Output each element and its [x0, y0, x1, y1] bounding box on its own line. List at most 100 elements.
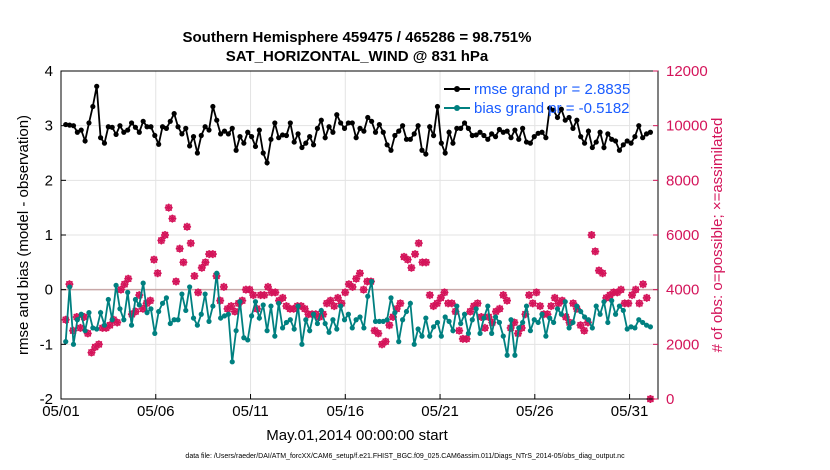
obs-assimilated-marker — [94, 340, 103, 349]
rmse-point — [148, 124, 154, 130]
bias-point — [365, 293, 371, 299]
rmse-point — [318, 117, 324, 123]
rmse-point — [345, 120, 351, 126]
bias-point — [469, 317, 475, 323]
obs-assimilated-marker — [510, 318, 519, 327]
obs-assimilated-marker — [127, 310, 136, 319]
obs-assimilated-marker — [411, 250, 420, 259]
bias-point — [117, 306, 123, 312]
bias-point — [171, 317, 177, 323]
obs-assimilated-marker — [488, 318, 497, 327]
bias-point — [551, 319, 557, 326]
bias-point — [326, 329, 332, 335]
rmse-point — [210, 103, 216, 110]
obs-assimilated-marker — [580, 326, 589, 335]
rmse-series-markers — [63, 83, 654, 166]
bias-point — [376, 318, 382, 324]
rmse-point — [597, 129, 603, 135]
x-tick-label: 05/26 — [516, 403, 554, 420]
obs-assimilated-marker — [164, 203, 173, 212]
rmse-point — [547, 105, 553, 111]
obs-assimilated-marker — [289, 304, 298, 313]
rmse-point — [279, 132, 286, 138]
bias-point — [485, 303, 491, 309]
bias-point — [113, 282, 119, 288]
bias-point — [492, 314, 499, 320]
bias-series-markers — [63, 270, 654, 365]
obs-assimilated-marker — [227, 302, 236, 311]
obs-assimilated-marker — [197, 263, 206, 272]
bias-point — [225, 311, 231, 317]
bias-point — [601, 299, 607, 305]
bias-point — [345, 311, 351, 317]
bias-point — [516, 325, 522, 331]
bias-point — [477, 330, 483, 336]
rmse-point — [101, 140, 108, 146]
rmse-point — [187, 143, 193, 149]
obs-assimilated-marker — [208, 250, 217, 259]
bias-point — [109, 317, 115, 323]
bias-point — [473, 306, 479, 312]
rmse-point — [605, 131, 611, 137]
bias-point — [647, 324, 654, 330]
bias-point — [97, 310, 104, 316]
rmse-point — [415, 123, 421, 129]
rmse-point — [477, 129, 483, 135]
legend-bias-marker — [454, 105, 460, 111]
rmse-point — [496, 126, 503, 133]
obs-assimilated-marker — [322, 299, 331, 308]
bias-point — [612, 311, 619, 317]
obs-assimilated-marker — [495, 304, 504, 313]
obs-assimilated-marker — [447, 299, 456, 308]
bias-point — [411, 341, 417, 347]
rmse-point — [140, 118, 146, 124]
obs-assimilated-marker — [396, 299, 405, 308]
bias-point — [523, 303, 530, 309]
rmse-point — [562, 117, 568, 123]
bias-point — [70, 341, 77, 347]
legend: rmse grand pr = 2.8835 bias grand pr = -… — [444, 81, 630, 117]
bias-point — [198, 311, 204, 317]
y-right-tick-label: 0 — [666, 391, 674, 408]
rmse-point — [78, 127, 84, 133]
bias-point — [179, 291, 185, 297]
rmse-point — [589, 144, 595, 151]
y-right-tick-label: 2000 — [666, 336, 699, 353]
bias-point — [291, 326, 297, 332]
rmse-point — [128, 120, 135, 126]
obs-assimilated-marker — [230, 307, 239, 316]
obs-assimilated-marker — [216, 296, 225, 305]
rmse-point — [109, 124, 115, 130]
rmse-point — [442, 150, 448, 156]
bias-point — [581, 314, 588, 320]
rmse-point — [620, 142, 626, 148]
obs-assimilated-marker — [455, 326, 464, 335]
bias-point — [67, 284, 73, 290]
obs-assimilated-marker — [186, 239, 195, 248]
obs-assimilated-marker — [613, 288, 622, 297]
obs-assimilated-marker — [113, 318, 122, 327]
obs-assimilated-marker — [138, 304, 147, 313]
rmse-point — [105, 124, 111, 130]
rmse-point — [423, 151, 429, 157]
rmse-point — [392, 132, 398, 139]
x-tick-label: 05/21 — [421, 403, 459, 420]
obs-assimilated-marker — [149, 255, 158, 264]
bias-point — [101, 322, 108, 328]
obs-assimilated-marker — [547, 302, 556, 311]
bias-point — [543, 333, 549, 339]
bias-point — [341, 317, 348, 323]
bias-point — [384, 317, 390, 323]
bias-point — [264, 328, 270, 334]
rmse-point — [400, 123, 406, 129]
bias-point — [539, 311, 545, 317]
rmse-point — [558, 106, 564, 112]
rmse-point — [264, 160, 270, 166]
y-right-tick-label: 8000 — [666, 172, 699, 189]
rmse-point — [225, 131, 231, 137]
obs-assimilated-marker — [462, 334, 471, 343]
obs-assimilated-marker — [558, 296, 567, 305]
rmse-point — [144, 124, 150, 130]
bias-point — [314, 320, 321, 327]
